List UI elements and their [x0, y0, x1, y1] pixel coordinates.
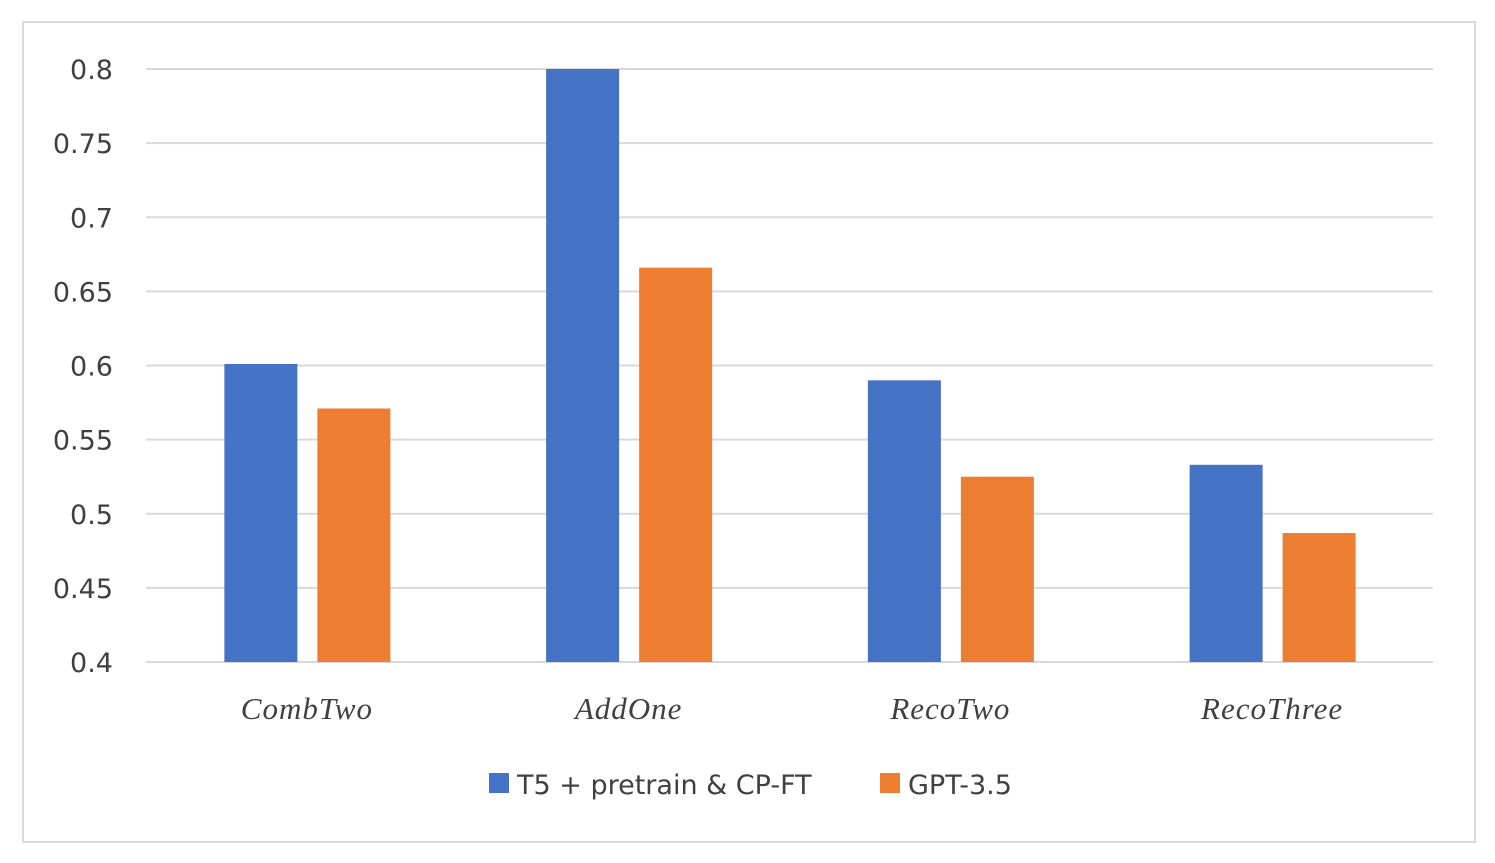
legend-label: T5 + pretrain & CP-FT — [516, 770, 812, 801]
x-category-label: CombTwo — [241, 691, 373, 726]
y-axis-tick-labels: 0.4 0.45 0.5 0.55 0.6 0.65 0.7 0.75 0.8 — [53, 55, 113, 679]
y-tick-label: 0.8 — [70, 55, 113, 86]
bar-recothree-series-1 — [1282, 533, 1356, 662]
legend: T5 + pretrain & CP-FT GPT-3.5 — [489, 770, 1012, 801]
y-tick-label: 0.45 — [53, 574, 113, 605]
y-tick-label: 0.65 — [53, 277, 113, 308]
y-tick-label: 0.7 — [70, 203, 113, 234]
bar-combtwo-series-0 — [224, 364, 298, 662]
legend-label: GPT-3.5 — [908, 770, 1012, 801]
bar-recotwo-series-0 — [867, 380, 941, 662]
chart-frame: 0.4 0.45 0.5 0.55 0.6 0.65 0.7 0.75 0.8 CombTwo A… — [22, 21, 1476, 843]
legend-swatch — [880, 773, 900, 793]
bar-addone-series-1 — [639, 267, 713, 662]
x-category-label: AddOne — [573, 691, 683, 726]
bar-addone-series-0 — [546, 69, 620, 662]
y-tick-label: 0.5 — [70, 500, 113, 531]
y-tick-label: 0.4 — [70, 648, 113, 679]
x-category-label: RecoThree — [1200, 691, 1343, 726]
bar-combtwo-series-1 — [317, 408, 391, 662]
bar-recotwo-series-1 — [960, 476, 1034, 662]
x-axis-category-labels: CombTwo AddOne RecoTwo RecoThree — [241, 691, 1343, 726]
y-tick-label: 0.6 — [70, 352, 113, 383]
y-tick-label: 0.75 — [53, 129, 113, 160]
y-tick-label: 0.55 — [53, 426, 113, 457]
bar-recothree-series-0 — [1189, 464, 1263, 662]
legend-swatch — [489, 773, 509, 793]
x-category-label: RecoTwo — [889, 691, 1010, 726]
bars — [224, 69, 1356, 662]
